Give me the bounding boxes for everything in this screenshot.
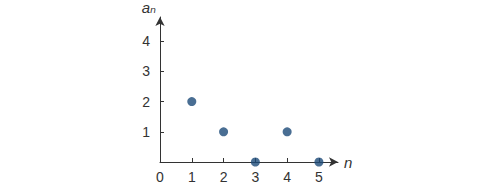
svg-text:4: 4 bbox=[142, 33, 150, 49]
svg-text:4: 4 bbox=[283, 169, 291, 185]
svg-text:1: 1 bbox=[188, 169, 196, 185]
svg-text:2: 2 bbox=[142, 94, 150, 110]
svg-text:5: 5 bbox=[315, 169, 323, 185]
svg-text:n: n bbox=[344, 154, 352, 171]
svg-text:3: 3 bbox=[251, 169, 259, 185]
svg-text:0: 0 bbox=[156, 169, 164, 185]
svg-text:3: 3 bbox=[142, 63, 150, 79]
svg-text:2: 2 bbox=[220, 169, 228, 185]
svg-text:1: 1 bbox=[142, 124, 150, 140]
svg-text:aₙ: aₙ bbox=[142, 0, 156, 16]
